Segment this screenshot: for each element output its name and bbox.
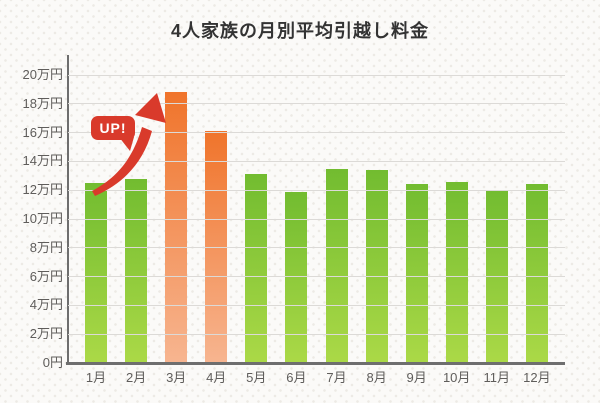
x-tick-label-10月: 10月 — [442, 370, 471, 385]
bar-3月 — [165, 92, 188, 363]
bar-8月 — [365, 170, 388, 363]
y-tick-label-8万円: 8万円 — [29, 239, 63, 255]
gridline-4万円 — [68, 304, 565, 306]
x-tick-label-4月: 4月 — [206, 370, 227, 385]
x-tick-label-6月: 6月 — [286, 370, 307, 385]
x-tick-label-1月: 1月 — [85, 370, 107, 385]
x-tick-label-2月: 2月 — [125, 370, 147, 385]
bar-9月 — [405, 184, 428, 363]
gridline-18万円 — [68, 103, 565, 105]
y-tick-label-4万円: 4万円 — [29, 297, 63, 313]
chart-title: 4人家族の月別平均引越し料金 — [170, 21, 429, 41]
y-tick-label-10万円: 10万円 — [22, 211, 63, 226]
y-tick-label-20万円: 20万円 — [22, 67, 63, 82]
x-axis-line — [66, 362, 565, 365]
gridline-14万円 — [68, 160, 565, 162]
gridline-16万円 — [68, 132, 565, 134]
y-tick-label-6万円: 6万円 — [29, 268, 63, 284]
y-tick-label-12万円: 12万円 — [22, 182, 63, 198]
gridline-2万円 — [68, 333, 565, 335]
x-tick-label-5月: 5月 — [246, 370, 267, 385]
x-tick-label-9月: 9月 — [406, 370, 427, 385]
bar-2月 — [125, 178, 148, 363]
gridline-10万円 — [68, 218, 565, 220]
bar-12月 — [525, 184, 548, 363]
gridline-12万円 — [68, 189, 565, 191]
bar-5月 — [245, 174, 268, 363]
y-tick-label-14万円: 14万円 — [22, 153, 63, 169]
bar-10月 — [445, 181, 468, 363]
y-tick-label-0円: 0円 — [42, 355, 63, 370]
gridline-8万円 — [68, 247, 565, 249]
x-tick-label-11月: 11月 — [483, 370, 511, 385]
gridline-6万円 — [68, 276, 565, 278]
x-tick-label-8月: 8月 — [366, 370, 387, 385]
gridline-20万円 — [68, 74, 565, 76]
bar-6月 — [285, 191, 308, 363]
bar-1月 — [85, 183, 107, 363]
y-tick-label-18万円: 18万円 — [22, 95, 63, 111]
y-tick-label-2万円: 2万円 — [29, 326, 63, 342]
y-axis-line — [67, 55, 69, 365]
y-tick-label-16万円: 16万円 — [22, 124, 63, 140]
x-tick-label-12月: 12月 — [523, 370, 551, 385]
x-tick-label-7月: 7月 — [326, 370, 347, 385]
up-badge: UP! — [91, 116, 135, 140]
x-tick-label-3月: 3月 — [166, 370, 187, 385]
bar-7月 — [325, 168, 348, 363]
